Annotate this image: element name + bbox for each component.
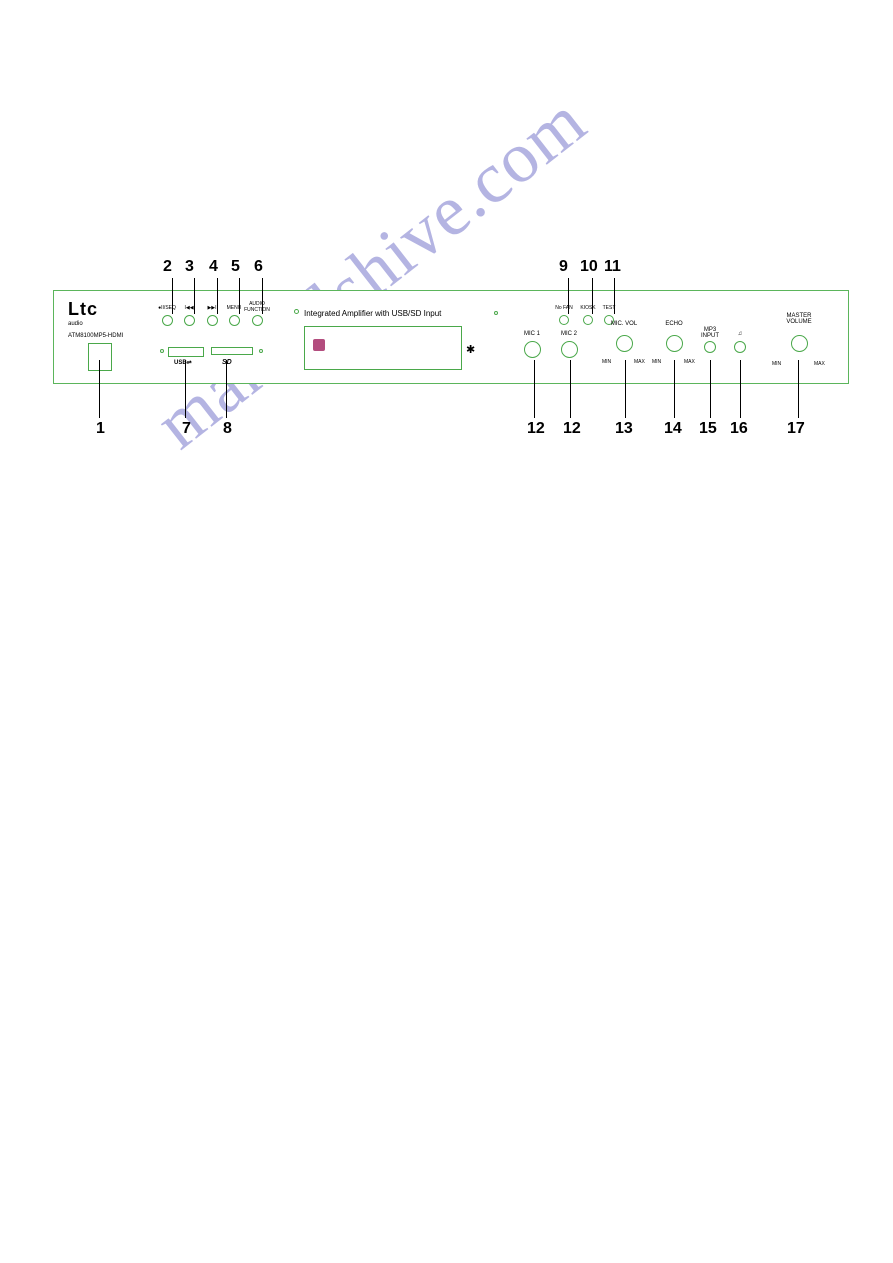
brand-sub: audio <box>68 321 83 327</box>
echo-max: MAX <box>684 359 695 365</box>
next-label: ▶▶I <box>207 305 216 311</box>
headphone-icon: ♫ <box>738 331 743 337</box>
play-seq-label: ●II/SEQ <box>158 305 176 311</box>
callout-12: 12 <box>563 420 581 438</box>
nofan-label: No FAN <box>555 305 573 311</box>
master-min: MIN <box>772 361 781 367</box>
led-2 <box>259 349 263 353</box>
title-led <box>294 309 299 314</box>
micvol-label: MIC. VOL <box>611 321 637 327</box>
led-3 <box>494 311 498 315</box>
callout-line <box>570 360 571 418</box>
callout-line <box>185 360 186 418</box>
echo-label: ECHO <box>665 321 682 327</box>
callout-14: 14 <box>664 420 682 438</box>
callout-8: 8 <box>223 420 232 438</box>
echo-min: MIN <box>652 359 661 365</box>
prev-button <box>184 315 195 326</box>
callout-16: 16 <box>730 420 748 438</box>
power-switch <box>88 343 112 371</box>
callout-line <box>710 360 711 418</box>
callout-line <box>674 360 675 418</box>
led-1 <box>160 349 164 353</box>
callout-4: 4 <box>209 258 218 276</box>
panel-title: Integrated Amplifier with USB/SD Input <box>304 309 441 318</box>
callout-line <box>614 278 615 314</box>
brand-logo: Ltc <box>68 299 98 320</box>
callout-line <box>217 278 218 314</box>
callout-7: 7 <box>182 420 191 438</box>
micvol-min: MIN <box>602 359 611 365</box>
callout-line <box>534 360 535 418</box>
callout-17: 17 <box>787 420 805 438</box>
callout-12: 12 <box>527 420 545 438</box>
mp3-label: MP3 INPUT <box>700 327 720 339</box>
mic2-label: MIC 2 <box>561 331 577 337</box>
headphone-jack <box>734 341 746 353</box>
mic1-label: MIC 1 <box>524 331 540 337</box>
callout-9: 9 <box>559 258 568 276</box>
callout-1: 1 <box>96 420 105 438</box>
display-screen <box>304 326 462 370</box>
model-label: ATM8100MP5-HDMI <box>68 333 123 339</box>
micvol-max: MAX <box>634 359 645 365</box>
mp3-input-jack <box>704 341 716 353</box>
callout-line <box>592 278 593 314</box>
mic1-jack <box>524 341 541 358</box>
display-indicator <box>313 339 325 351</box>
sd-slot <box>211 347 253 355</box>
audio-function-button <box>252 315 263 326</box>
audio-function-label: AUDIO FUNCTION <box>242 301 272 313</box>
master-label: MASTER VOLUME <box>775 313 824 325</box>
callout-line <box>740 360 741 418</box>
callout-2: 2 <box>163 258 172 276</box>
callout-line <box>625 360 626 418</box>
callout-line <box>194 278 195 314</box>
master-max: MAX <box>814 361 825 367</box>
bluetooth-icon: ✱ <box>466 343 475 356</box>
callout-line <box>172 278 173 314</box>
callout-6: 6 <box>254 258 263 276</box>
nofan-button <box>559 315 569 325</box>
usb-slot <box>168 347 204 357</box>
callout-line <box>99 360 100 418</box>
callout-line <box>262 278 263 314</box>
menu-button <box>229 315 240 326</box>
callout-line <box>798 360 799 418</box>
callout-line <box>568 278 569 314</box>
prev-label: I◀◀ <box>184 305 193 311</box>
usb-label: USB⇌ <box>174 359 192 366</box>
play-seq-button <box>162 315 173 326</box>
micvol-knob <box>616 335 633 352</box>
kiosk-button <box>583 315 593 325</box>
kiosk-label: KIOSK <box>580 305 595 311</box>
callout-3: 3 <box>185 258 194 276</box>
callout-line <box>226 360 227 418</box>
callout-5: 5 <box>231 258 240 276</box>
echo-knob <box>666 335 683 352</box>
callout-11: 11 <box>604 258 621 276</box>
callout-15: 15 <box>699 420 717 438</box>
callout-line <box>239 278 240 314</box>
master-knob <box>791 335 808 352</box>
callout-13: 13 <box>615 420 633 438</box>
next-button <box>207 315 218 326</box>
callout-10: 10 <box>580 258 598 276</box>
mic2-jack <box>561 341 578 358</box>
